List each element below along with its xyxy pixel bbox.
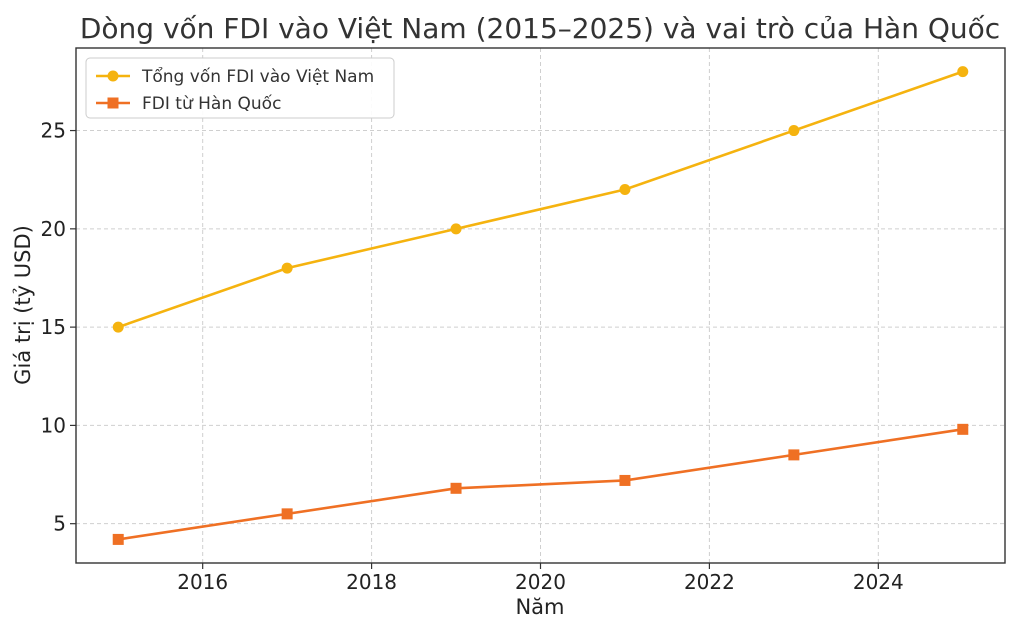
data-point bbox=[788, 125, 800, 137]
legend-swatch-marker bbox=[107, 97, 119, 109]
series bbox=[112, 66, 969, 545]
data-point bbox=[619, 184, 631, 196]
data-point bbox=[957, 423, 969, 435]
data-point bbox=[619, 474, 631, 486]
series-1 bbox=[112, 66, 969, 333]
x-tick-label: 2024 bbox=[853, 570, 904, 594]
series-line bbox=[117, 70, 964, 329]
x-tick-label: 2022 bbox=[684, 570, 735, 594]
data-point bbox=[450, 223, 462, 235]
y-tick-label: 10 bbox=[41, 413, 66, 437]
x-tick-label: 2016 bbox=[177, 570, 228, 594]
data-point bbox=[957, 66, 969, 78]
y-tick-label: 5 bbox=[53, 512, 66, 536]
data-point bbox=[112, 533, 124, 545]
data-point bbox=[112, 321, 124, 333]
data-point bbox=[281, 262, 293, 274]
y-tick-label: 20 bbox=[41, 217, 66, 241]
x-axis-label: Năm bbox=[515, 595, 564, 619]
legend: Tổng vốn FDI vào Việt Nam FDI từ Hàn Quốc bbox=[85, 57, 395, 119]
x-tick-label: 2020 bbox=[515, 570, 566, 594]
series-line bbox=[118, 428, 963, 541]
legend-entry: FDI từ Hàn Quốc bbox=[142, 93, 281, 114]
y-tick-label: 25 bbox=[41, 119, 66, 143]
chart-title: Dòng vốn FDI vào Việt Nam (2015–2025) và… bbox=[80, 12, 1000, 45]
grid bbox=[76, 48, 1005, 563]
legend-swatch-marker bbox=[107, 70, 119, 82]
ticks: 2016 2018 2020 2022 2024 5 10 15 20 25 bbox=[41, 119, 904, 594]
series-2 bbox=[112, 423, 969, 545]
x-tick-label: 2018 bbox=[346, 570, 397, 594]
legend-entry: Tổng vốn FDI vào Việt Nam bbox=[141, 66, 374, 87]
y-tick-label: 15 bbox=[41, 315, 66, 339]
data-point bbox=[281, 508, 293, 520]
data-point bbox=[450, 482, 462, 494]
y-axis-label: Giá trị (tỷ USD) bbox=[11, 225, 35, 385]
data-point bbox=[788, 449, 800, 461]
legend-box bbox=[85, 57, 395, 119]
